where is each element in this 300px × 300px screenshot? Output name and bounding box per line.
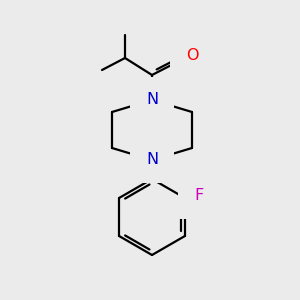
Text: O: O <box>186 47 198 62</box>
Text: N: N <box>146 92 158 107</box>
Text: N: N <box>146 152 158 167</box>
Text: F: F <box>194 188 203 203</box>
